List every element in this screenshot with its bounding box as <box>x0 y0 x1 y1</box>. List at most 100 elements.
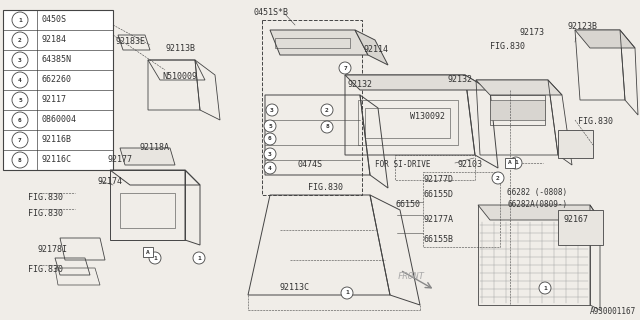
Text: 6: 6 <box>268 137 272 141</box>
Text: 3: 3 <box>270 108 274 113</box>
Text: 0474S: 0474S <box>298 160 323 169</box>
Bar <box>395 155 475 180</box>
Text: FIG.830: FIG.830 <box>28 209 63 218</box>
Circle shape <box>492 172 504 184</box>
Circle shape <box>149 252 161 264</box>
Text: 1: 1 <box>153 255 157 260</box>
Text: A: A <box>508 161 512 165</box>
Text: 92167: 92167 <box>563 215 588 224</box>
Text: 8: 8 <box>325 124 329 130</box>
Text: 66155B: 66155B <box>424 235 454 244</box>
Circle shape <box>510 157 522 169</box>
Text: 92177: 92177 <box>108 155 133 164</box>
Polygon shape <box>270 30 368 55</box>
Circle shape <box>12 112 28 128</box>
Polygon shape <box>478 205 600 220</box>
Polygon shape <box>575 30 635 48</box>
Text: 92177A: 92177A <box>424 215 454 224</box>
Text: 2: 2 <box>18 37 22 43</box>
Text: 92174: 92174 <box>98 177 123 186</box>
Bar <box>423 172 500 247</box>
Text: 92118A: 92118A <box>140 143 170 152</box>
Circle shape <box>266 104 278 116</box>
Text: FIG.830: FIG.830 <box>28 193 63 202</box>
Text: 92132: 92132 <box>448 75 473 84</box>
Text: 92132: 92132 <box>348 80 373 89</box>
Bar <box>143 247 153 257</box>
Circle shape <box>12 152 28 168</box>
Text: N510009: N510009 <box>162 72 197 81</box>
Text: 66155D: 66155D <box>424 190 454 199</box>
Text: 66282A(0809-): 66282A(0809-) <box>507 200 567 209</box>
Circle shape <box>12 72 28 88</box>
Circle shape <box>339 62 351 74</box>
Bar <box>3 10 113 170</box>
Text: 64385N: 64385N <box>41 55 71 65</box>
Bar <box>262 20 362 195</box>
Polygon shape <box>345 75 490 90</box>
Text: A930001167: A930001167 <box>589 307 636 316</box>
Circle shape <box>264 120 276 132</box>
Text: 7: 7 <box>343 66 347 70</box>
Circle shape <box>264 148 276 160</box>
Bar <box>558 130 593 158</box>
Text: 92173: 92173 <box>520 28 545 37</box>
Text: 5: 5 <box>18 98 22 102</box>
Text: 92113B: 92113B <box>165 44 195 53</box>
Polygon shape <box>120 148 175 165</box>
Circle shape <box>321 104 333 116</box>
Text: 92113C: 92113C <box>280 283 310 292</box>
Bar <box>120 193 175 228</box>
Text: FIG.830: FIG.830 <box>578 117 613 126</box>
Text: 4: 4 <box>268 165 272 171</box>
Text: 92123B: 92123B <box>568 22 598 31</box>
Text: 92177D: 92177D <box>424 175 454 184</box>
Text: 662260: 662260 <box>41 76 71 84</box>
Circle shape <box>12 32 28 48</box>
Text: 92183E: 92183E <box>115 37 145 46</box>
Circle shape <box>12 132 28 148</box>
Text: 92117: 92117 <box>41 95 66 105</box>
Text: 1: 1 <box>543 285 547 291</box>
Circle shape <box>539 282 551 294</box>
Text: 5: 5 <box>268 124 272 129</box>
Text: 1: 1 <box>18 18 22 22</box>
Text: 7: 7 <box>18 138 22 142</box>
Bar <box>275 38 350 48</box>
Text: W130092: W130092 <box>410 112 445 121</box>
Text: 92116B: 92116B <box>41 135 71 145</box>
Circle shape <box>341 287 353 299</box>
Text: 6: 6 <box>18 117 22 123</box>
Polygon shape <box>355 30 388 65</box>
Circle shape <box>321 121 333 133</box>
Text: 66150: 66150 <box>396 200 421 209</box>
Text: FIG.830: FIG.830 <box>308 183 343 192</box>
Text: A: A <box>146 250 150 254</box>
Bar <box>365 108 450 138</box>
Text: 1: 1 <box>345 291 349 295</box>
Bar <box>490 100 545 120</box>
Text: FRONT: FRONT <box>398 272 425 281</box>
Circle shape <box>12 52 28 68</box>
Circle shape <box>12 12 28 28</box>
Polygon shape <box>476 80 562 95</box>
Text: 2: 2 <box>496 175 500 180</box>
Text: 1: 1 <box>197 255 201 260</box>
Text: FOR SI-DRIVE: FOR SI-DRIVE <box>375 160 431 169</box>
Circle shape <box>264 162 276 174</box>
Bar <box>490 95 545 125</box>
Text: 1: 1 <box>514 161 518 165</box>
Bar <box>505 158 515 168</box>
Circle shape <box>264 133 276 145</box>
Text: 3: 3 <box>268 151 272 156</box>
Text: 3: 3 <box>18 58 22 62</box>
Text: FIG.830: FIG.830 <box>490 42 525 51</box>
Text: 92178I: 92178I <box>38 245 68 254</box>
Text: 92184: 92184 <box>41 36 66 44</box>
Circle shape <box>12 92 28 108</box>
Text: FIG.830: FIG.830 <box>28 265 63 274</box>
Text: 92116C: 92116C <box>41 156 71 164</box>
Text: 92114: 92114 <box>363 45 388 54</box>
Text: 0860004: 0860004 <box>41 116 76 124</box>
Text: 92103: 92103 <box>458 160 483 169</box>
